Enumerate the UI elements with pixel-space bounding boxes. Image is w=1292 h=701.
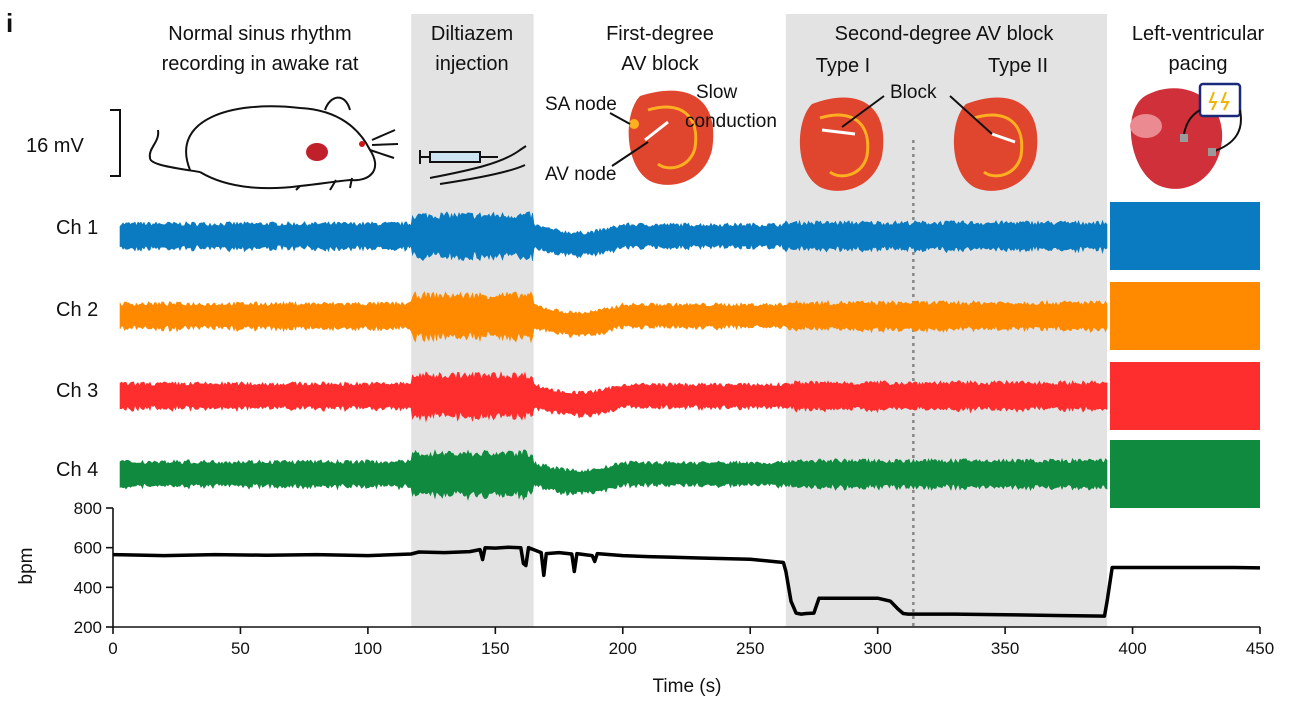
x-tick-label: 200 [609,639,637,658]
av-node-pointer [611,141,649,167]
block-label: Block [890,82,937,103]
ecg-trace-channel-3 [119,371,1108,423]
header-first-degree-line1: First-degree [606,23,714,45]
x-tick-label: 350 [991,639,1019,658]
ecg-trace-channel-1 [119,211,1108,262]
pacing-block-channel-1 [1110,202,1260,270]
heart-schematic-first-degree [628,90,714,185]
pacing-block-channel-3 [1110,362,1260,430]
sa-node-label: SA node [545,94,617,115]
panel-letter: i [6,8,13,38]
x-tick-label: 400 [1118,639,1146,658]
y-tick-label: 600 [74,539,102,558]
header-diltiazem-line2: injection [435,53,508,75]
block-arrows [841,95,993,135]
sa-node-pointer [609,112,631,125]
x-axis-label: Time (s) [653,676,722,697]
scale-bar [110,109,121,177]
ecg-trace-channel-4 [119,449,1108,501]
heart-schematic-type2 [953,97,1038,191]
channel-label-4: Ch 4 [56,459,98,481]
y-axis-ticks: 200 400 600 800 [74,499,113,637]
channel-label-1: Ch 1 [56,217,98,239]
lv-pacing-heart-illustration [1130,82,1242,189]
ecg-trace-channel-2 [119,291,1108,344]
x-axis-ticks: 0 50 100 150 200 250 300 350 400 450 [108,627,1274,658]
x-tick-label: 150 [481,639,509,658]
x-tick-label: 100 [354,639,382,658]
rat-illustration [148,96,399,191]
header-type1: Type I [816,55,870,77]
slow-conduction-label-line1: Slow [696,82,737,103]
header-normal-line1: Normal sinus rhythm [168,23,351,45]
y-tick-label: 400 [74,578,102,597]
x-tick-label: 0 [108,639,117,658]
y-axis-label: bpm [16,548,37,585]
header-second-degree: Second-degree AV block [835,23,1055,45]
slow-conduction-arrow [644,120,669,142]
x-tick-label: 50 [231,639,250,658]
channel-label-3: Ch 3 [56,380,98,402]
header-diltiazem-line1: Diltiazem [431,23,513,45]
header-type2: Type II [988,55,1048,77]
x-tick-label: 300 [863,639,891,658]
heart-schematic-type1 [799,97,884,191]
header-normal-line2: recording in awake rat [162,53,359,75]
header-lv-pacing-line1: Left-ventricular [1132,23,1265,45]
y-tick-label: 800 [74,499,102,518]
scale-bar-label: 16 mV [26,135,84,157]
pacing-block-channel-2 [1110,282,1260,350]
x-tick-label: 450 [1246,639,1274,658]
bpm-chart: 0 50 100 150 200 250 300 350 400 450 200 400 600 800… [16,499,1274,697]
pacing-block-channel-4 [1110,440,1260,508]
header-first-degree-line2: AV block [621,53,699,75]
y-tick-label: 200 [74,618,102,637]
slow-conduction-label-line2: conduction [685,111,777,132]
header-lv-pacing-line2: pacing [1169,53,1228,75]
channel-label-2: Ch 2 [56,299,98,321]
sa-node-marker [629,119,639,129]
syringe-illustration [419,145,527,185]
bpm-series-line [112,545,1261,618]
av-node-label: AV node [545,164,616,185]
ecg-traces [119,202,1260,508]
x-tick-label: 250 [736,639,764,658]
